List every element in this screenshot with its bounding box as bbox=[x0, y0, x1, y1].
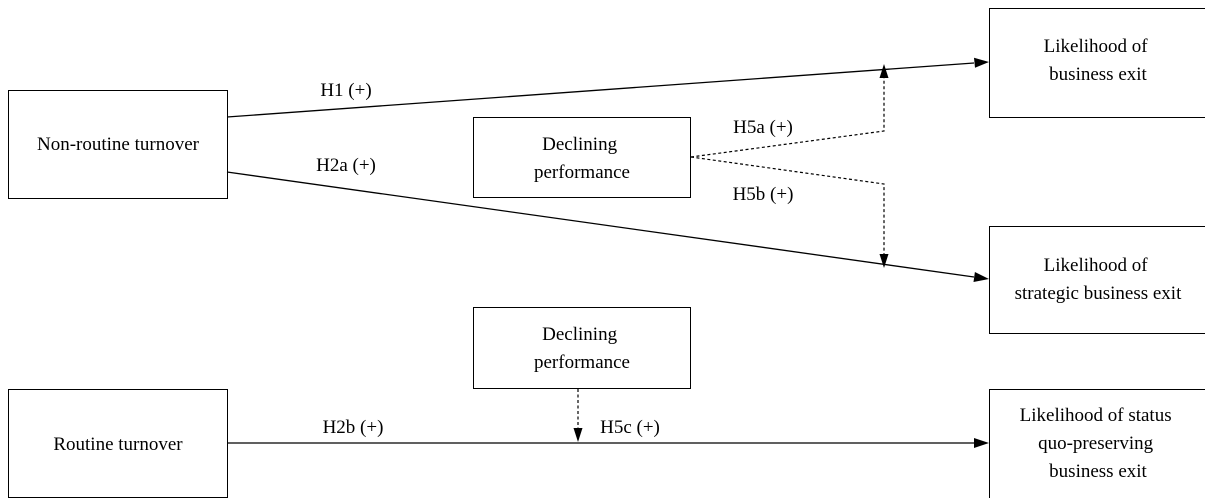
arrowhead-h2b bbox=[974, 438, 989, 448]
label-non-routine-turnover: Non-routine turnover bbox=[37, 134, 200, 155]
label-business-exit: Likelihood of business exit bbox=[1044, 36, 1153, 85]
arrow-h5a bbox=[690, 78, 885, 158]
label-h5a: H5a (+) bbox=[733, 117, 793, 138]
arrowhead-h5a bbox=[879, 64, 889, 78]
box-strategic-business-exit bbox=[989, 226, 1205, 334]
box-status-quo-exit bbox=[989, 389, 1205, 498]
box-non-routine-turnover bbox=[8, 90, 228, 199]
arrowhead-h1 bbox=[974, 57, 989, 68]
arrowhead-h5c bbox=[573, 428, 583, 442]
label-h5c: H5c (+) bbox=[600, 417, 660, 438]
box-declining-performance-top bbox=[473, 117, 691, 198]
label-h5b: H5b (+) bbox=[733, 184, 794, 205]
label-h2a: H2a (+) bbox=[316, 155, 376, 176]
label-status-quo-exit: Likelihood of status quo-preserving busi… bbox=[1020, 405, 1177, 482]
arrow-h5b bbox=[690, 156, 885, 254]
arrow-h1 bbox=[226, 62, 975, 118]
label-routine-turnover: Routine turnover bbox=[53, 434, 183, 455]
label-strategic-business-exit: Likelihood of strategic business exit bbox=[1015, 255, 1182, 304]
box-declining-performance-bottom bbox=[473, 307, 691, 389]
label-declining-performance-top: Declining performance bbox=[534, 134, 630, 183]
arrow-h2a bbox=[226, 171, 975, 278]
label-h2b: H2b (+) bbox=[323, 417, 384, 438]
label-h1: H1 (+) bbox=[320, 80, 371, 101]
label-declining-performance-bottom: Declining performance bbox=[534, 324, 630, 373]
box-business-exit bbox=[989, 8, 1205, 118]
box-routine-turnover bbox=[8, 389, 228, 498]
arrowhead-h5b bbox=[879, 254, 889, 268]
arrowhead-h2a bbox=[973, 272, 989, 282]
